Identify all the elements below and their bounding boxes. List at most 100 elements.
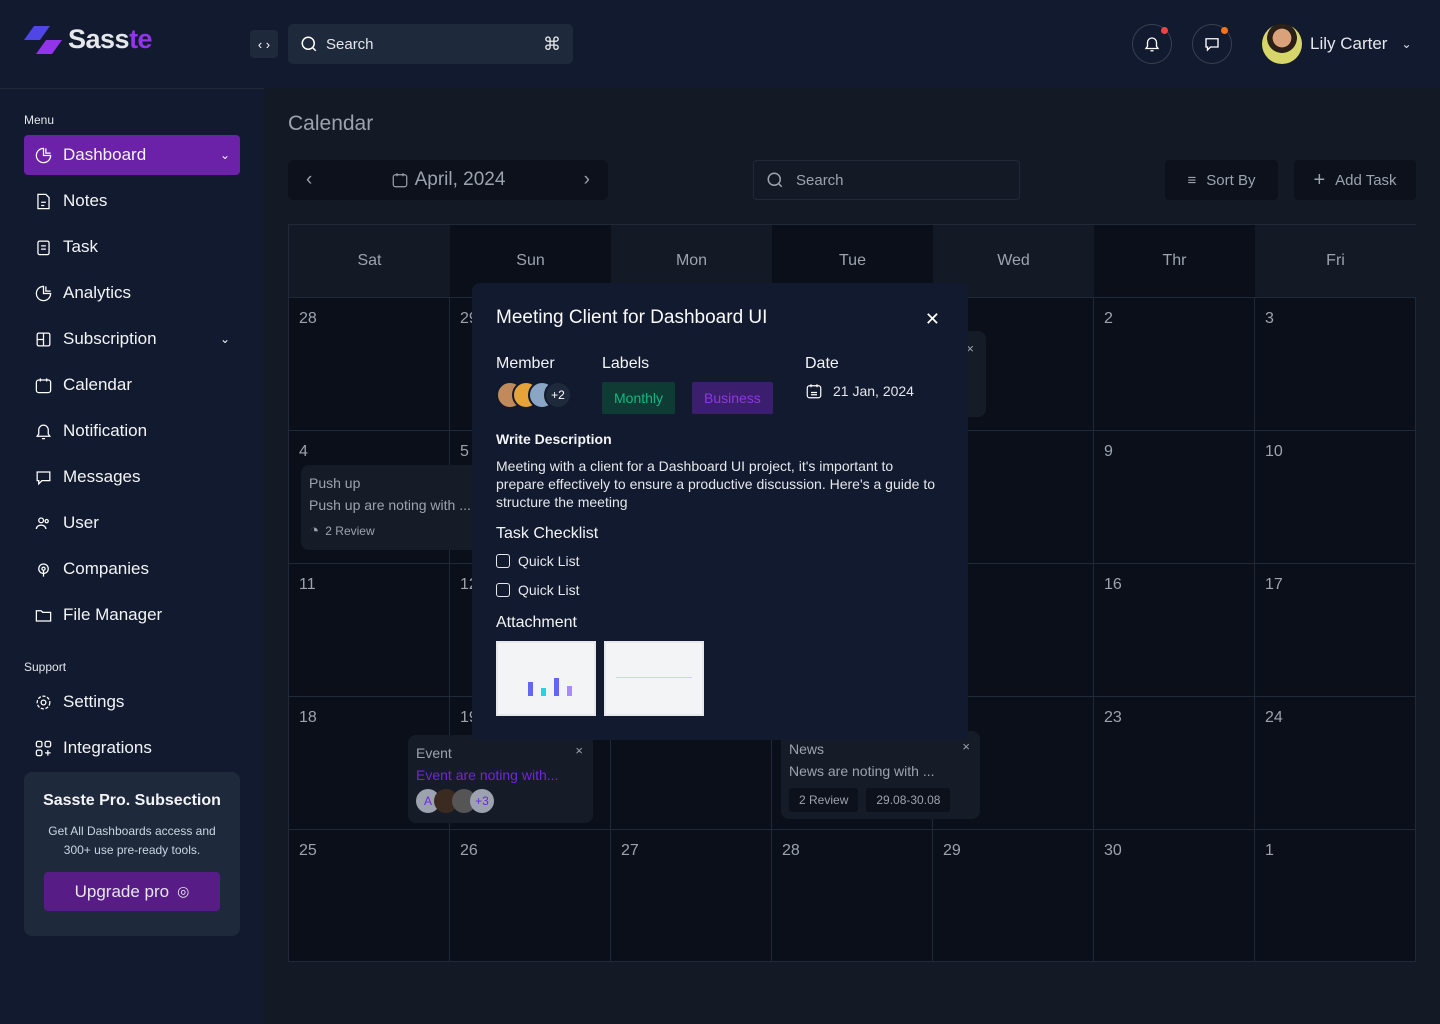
calendar-day-cell[interactable]: 28 [772,829,933,962]
sidebar-item-label: Integrations [63,738,152,757]
calendar-day-cell[interactable]: 26 [450,829,611,962]
attachment-label: Attachment [496,614,577,631]
review-chip: 2 Review [789,788,859,812]
calendar-day-cell[interactable]: 25 [289,829,450,962]
calendar-icon [35,377,52,393]
upgrade-label: Upgrade pro [74,881,170,901]
day-number: 28 [299,310,317,327]
sidebar-item-subscription[interactable]: Subscription ⌄ [24,319,240,359]
label-monthly[interactable]: Monthly [602,382,676,414]
user-menu[interactable]: Lily Carter ⌄ [1262,24,1412,64]
sidebar-item-messages[interactable]: Messages [24,457,240,497]
day-number: 25 [299,842,317,859]
search-icon [301,36,317,52]
calendar-day-cell[interactable]: 10 [1255,430,1416,563]
calendar-day-cell[interactable] [933,563,1094,696]
logo-icon [24,25,62,54]
attachment-thumbnail[interactable] [604,641,704,716]
calendar-day-cell[interactable]: 28 [289,297,450,430]
day-number: 9 [1104,443,1113,460]
calendar-day-cell[interactable]: 24 [1255,696,1416,829]
search-placeholder: Search [326,35,374,53]
bell-icon [1144,37,1160,52]
close-icon[interactable]: × [575,743,583,758]
calendar-day-cell[interactable]: 17 [1255,563,1416,696]
sidebar-item-label: Analytics [63,283,132,302]
calendar-day-cell[interactable]: 29 [933,829,1094,962]
attachment-thumbnail[interactable] [496,641,596,716]
global-search-input[interactable]: Search ⌘ [288,24,573,64]
sidebar-item-label: Settings [63,692,125,711]
calendar-day-cell[interactable] [933,696,1094,829]
calendar-day-cell[interactable]: 1 [1255,829,1416,962]
checklist-item[interactable]: Quick List [496,582,579,598]
sidebar-item-label: File Manager [63,605,163,624]
users-icon [35,516,49,529]
event-card-event[interactable]: Event × Event are noting with... A +3 [408,735,593,823]
pie-chart-icon [35,147,52,163]
notification-button[interactable] [1132,24,1172,64]
layout-icon [36,332,51,346]
search-icon [767,172,783,188]
integrations-icon [35,740,52,756]
sort-by-button[interactable]: ≡ Sort By [1165,160,1278,200]
calendar-day-cell[interactable]: 9 [1094,430,1255,563]
calendar-day-cell[interactable]: 3 [1255,297,1416,430]
note-icon [37,193,50,209]
sidebar-item-settings[interactable]: Settings [24,682,240,722]
calendar-day-cell[interactable]: 23 [1094,696,1255,829]
close-icon[interactable]: ✕ [924,309,940,329]
checklist-item[interactable]: Quick List [496,553,579,569]
close-icon[interactable]: × [962,739,970,754]
prev-month-button[interactable]: ‹ [306,169,313,190]
day-number: 26 [460,842,478,859]
upgrade-pro-button[interactable]: Upgrade pro ◎ [44,872,220,911]
day-header: Thr [1094,225,1255,297]
folder-icon [35,609,52,622]
checkbox[interactable] [496,583,510,597]
sidebar-item-task[interactable]: Task [24,227,240,267]
sidebar-item-dashboard[interactable]: Dashboard ⌄ [24,135,240,175]
user-name: Lily Carter [1310,34,1388,53]
day-number: 2 [1104,310,1113,327]
calendar-icon [806,384,822,399]
day-number: 11 [299,576,316,593]
calendar-search-input[interactable]: Search [753,160,1020,200]
gear-icon [36,695,51,709]
sidebar-item-user[interactable]: User [24,503,240,543]
calendar-day-cell[interactable]: 16 [1094,563,1255,696]
calendar-day-cell[interactable] [933,297,1094,430]
sidebar-item-file-manager[interactable]: File Manager [24,595,240,635]
add-task-button[interactable]: + Add Task [1294,160,1416,200]
messages-button[interactable] [1192,24,1232,64]
label-business[interactable]: Business [692,382,773,414]
calendar-day-cell[interactable]: 2 [1094,297,1255,430]
event-card-push-up[interactable]: Push up Push up are noting with ... ◔ 2 R… [301,465,481,550]
clipboard-icon [37,240,50,255]
more-members: +2 [544,381,572,409]
sidebar-item-calendar[interactable]: Calendar [24,365,240,405]
calendar-day-cell[interactable]: 27 [611,829,772,962]
description-text[interactable]: Meeting with a client for a Dashboard UI… [496,458,935,510]
logo[interactable]: Sasste [24,24,153,55]
next-month-button[interactable]: › [583,169,590,190]
sidebar-item-notes[interactable]: Notes [24,181,240,221]
event-card-news[interactable]: News × News are noting with ... 2 Review 2… [781,731,980,819]
calendar-day-cell[interactable]: 11 [289,563,450,696]
calendar-day-cell[interactable]: 30 [1094,829,1255,962]
calendar-day-cell[interactable] [933,430,1094,563]
card-text: News are noting with ... [789,763,935,779]
day-number: 3 [1265,310,1274,327]
clock-icon: ◔ [309,521,320,540]
sidebar-item-integrations[interactable]: Integrations [24,728,240,768]
message-icon [1205,38,1219,52]
command-key-icon: ⌘ [543,33,561,54]
sidebar-item-label: User [63,513,99,532]
sidebar-item-companies[interactable]: Companies [24,549,240,589]
sidebar-item-analytics[interactable]: Analytics [24,273,240,313]
card-title: News [789,741,825,757]
sidebar-item-notification[interactable]: Notification [24,411,240,451]
checkbox[interactable] [496,554,510,568]
date-value: 21 Jan, 2024 [805,382,914,400]
sidebar-toggle-button[interactable]: ‹ › [250,30,278,58]
